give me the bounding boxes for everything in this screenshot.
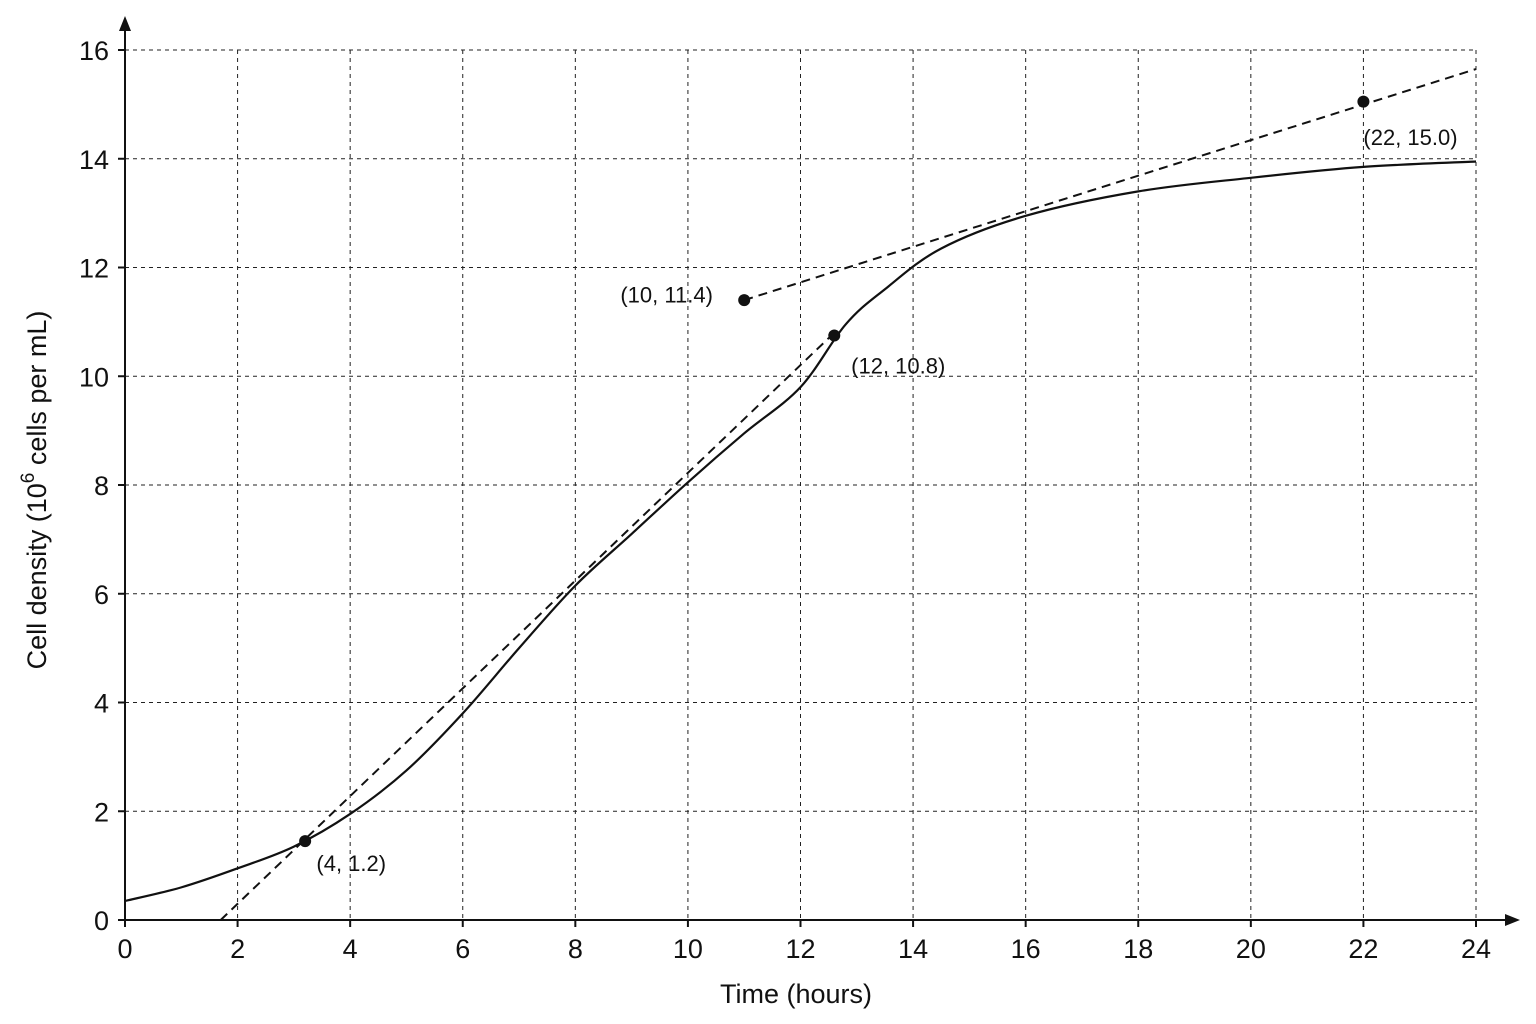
x-tick-label-0: 0 bbox=[117, 934, 132, 964]
y-tick-label-8: 8 bbox=[94, 471, 109, 501]
tangent-line-2 bbox=[743, 68, 1477, 302]
y-axis-label-prefix: Cell density (10 bbox=[22, 483, 52, 669]
y-tick-label-6: 6 bbox=[94, 580, 109, 610]
x-tick-label-8: 8 bbox=[568, 934, 583, 964]
points: (4, 1.2) (10, 11.4) (12, 10.8) (22, 15.0) bbox=[299, 95, 1458, 876]
y-axis-arrow-icon bbox=[119, 16, 131, 31]
y-tick-label-0: 0 bbox=[94, 906, 109, 936]
tangent-line-1 bbox=[220, 332, 835, 921]
y-axis-label: Cell density (106 cells per mL) bbox=[18, 311, 52, 670]
data-point-2 bbox=[738, 294, 751, 307]
x-tick-label-18: 18 bbox=[1123, 934, 1153, 964]
y-axis-label-suffix: cells per mL) bbox=[22, 311, 52, 473]
data-point-label-4: (22, 15.0) bbox=[1363, 125, 1457, 150]
y-tick-label-14: 14 bbox=[79, 145, 109, 175]
axes bbox=[119, 16, 1520, 926]
x-tick-label-10: 10 bbox=[673, 934, 703, 964]
data-point-3 bbox=[828, 329, 841, 342]
y-tick-label-2: 2 bbox=[94, 797, 109, 827]
data-point-label-1: (4, 1.2) bbox=[316, 851, 386, 876]
x-tick-label-6: 6 bbox=[455, 934, 470, 964]
x-tick-label-24: 24 bbox=[1461, 934, 1491, 964]
y-tick-label-4: 4 bbox=[94, 689, 109, 719]
growth-curve-line bbox=[124, 160, 1477, 903]
series bbox=[124, 68, 1477, 921]
grid bbox=[125, 49, 1477, 920]
y-tick-label-16: 16 bbox=[79, 36, 109, 66]
x-axis-label: Time (hours) bbox=[720, 979, 872, 1009]
data-point-1 bbox=[299, 835, 312, 848]
y-tick-label-12: 12 bbox=[79, 254, 109, 284]
y-tick-label-10: 10 bbox=[79, 362, 109, 392]
data-point-label-2: (10, 11.4) bbox=[620, 283, 713, 308]
data-point-label-3: (12, 10.8) bbox=[851, 353, 945, 378]
data-point-4 bbox=[1357, 95, 1370, 108]
x-tick-label-2: 2 bbox=[230, 934, 245, 964]
x-tick-label-20: 20 bbox=[1236, 934, 1266, 964]
x-tick-label-12: 12 bbox=[785, 934, 815, 964]
x-tick-label-22: 22 bbox=[1348, 934, 1378, 964]
x-axis-arrow-icon bbox=[1505, 914, 1520, 926]
x-tick-label-4: 4 bbox=[343, 934, 358, 964]
x-tick-label-16: 16 bbox=[1011, 934, 1041, 964]
x-tick-label-14: 14 bbox=[898, 934, 928, 964]
y-axis-label-exponent: 6 bbox=[18, 473, 39, 484]
